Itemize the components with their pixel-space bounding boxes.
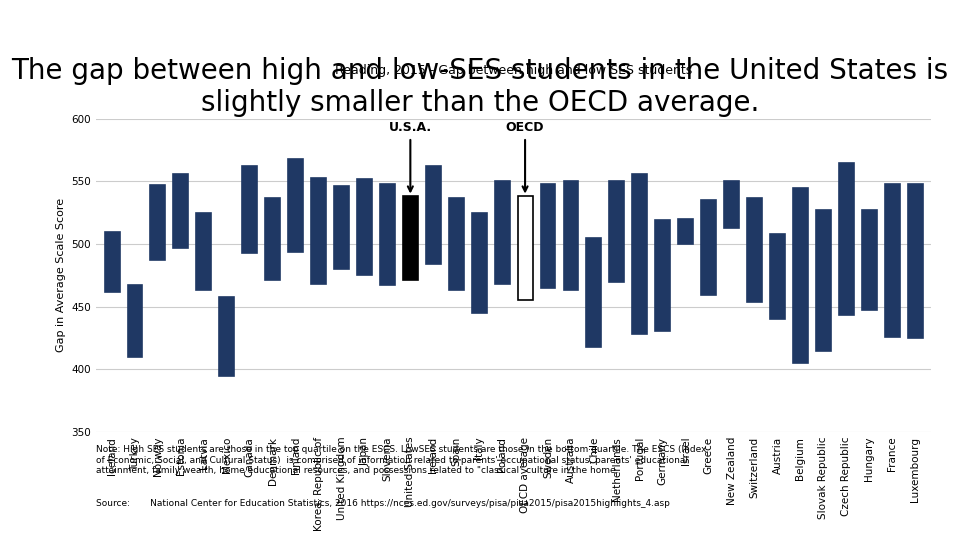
Bar	[633, 174, 647, 334]
Bar	[816, 210, 830, 350]
Bar	[448, 198, 464, 291]
Bar	[128, 286, 142, 357]
Text: The gap between high and low-SES students in the United States is
slightly small: The gap between high and low-SES student…	[12, 57, 948, 117]
Bar	[334, 186, 349, 269]
Bar	[265, 198, 280, 280]
Text: U.S.A.: U.S.A.	[389, 122, 432, 191]
Bar	[793, 188, 808, 363]
Bar	[908, 184, 923, 338]
Title: Reading, 2015 - Gap between high and low SES students: Reading, 2015 - Gap between high and low…	[335, 64, 692, 77]
Bar	[311, 178, 326, 284]
Bar	[770, 234, 785, 319]
Bar	[701, 200, 716, 295]
Bar	[862, 210, 876, 310]
Bar	[288, 159, 303, 252]
Bar	[885, 184, 900, 337]
Bar	[724, 181, 739, 228]
Text: OECD: OECD	[506, 122, 544, 191]
Bar	[747, 198, 762, 302]
Bar	[839, 163, 853, 315]
Bar	[174, 174, 188, 248]
Bar	[610, 181, 624, 282]
Bar	[471, 213, 487, 313]
Bar	[242, 166, 257, 253]
Bar	[403, 197, 418, 280]
Bar	[678, 219, 693, 244]
Bar	[380, 184, 395, 286]
Bar	[564, 181, 579, 291]
Bar	[656, 220, 670, 330]
Bar	[540, 184, 556, 288]
Bar	[219, 296, 234, 376]
Text: Note: High SES students are those in the top quartile on the ESCS. LowSES studen: Note: High SES students are those in the…	[96, 446, 707, 475]
Text: ©2017 THE EDUCATION TRUST: ©2017 THE EDUCATION TRUST	[726, 515, 941, 528]
Bar	[105, 232, 119, 292]
Bar	[587, 238, 601, 347]
Bar	[494, 181, 510, 284]
Bar	[426, 166, 441, 264]
Bar	[151, 185, 165, 260]
Bar	[357, 179, 372, 275]
Bar	[517, 197, 533, 300]
Text: Source:       National Center for Education Statistics, 2016 https://nces.ed.gov: Source: National Center for Education St…	[96, 500, 670, 509]
Y-axis label: Gap in Average Scale Score: Gap in Average Scale Score	[56, 198, 66, 353]
Bar	[197, 213, 211, 291]
